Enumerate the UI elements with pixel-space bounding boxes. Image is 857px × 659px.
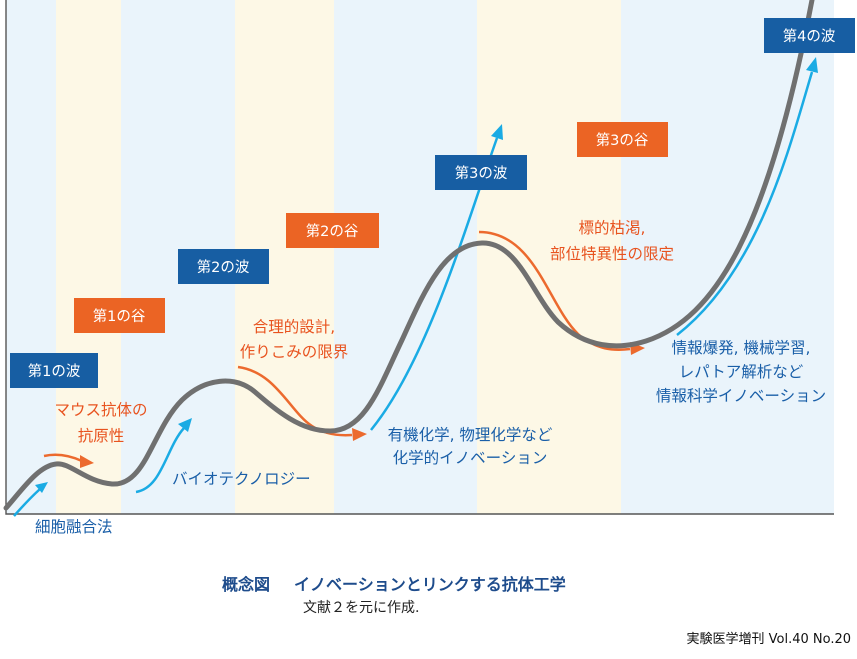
label-box-wave2-text: 第2の波 (197, 258, 250, 276)
band-wave1 (6, 0, 56, 514)
label-box-wave3: 第3の波 (435, 155, 527, 190)
innovation-curve (3, 0, 815, 511)
label-box-valley3: 第3の谷 (577, 122, 668, 157)
axis-frame (5, 0, 834, 515)
arrow-wave2-head (178, 418, 192, 432)
band-wave4 (621, 0, 834, 514)
arrow-wave2 (135, 427, 185, 494)
label-rational-line2: 作りこみの限界 (240, 343, 349, 361)
label-info-line2: レパトア解析など (679, 363, 804, 381)
label-box-valley2-text: 第2の谷 (306, 222, 359, 240)
label-info-line1: 情報爆発, 機械学習, (672, 338, 811, 357)
caption-title: 概念図 イノベーションとリンクする抗体工学 (222, 571, 566, 595)
label-target-line2: 部位特異性の限定 (550, 245, 674, 263)
label-mouse-line2: 抗原性 (78, 427, 125, 445)
arrow-valley2-head (352, 428, 367, 441)
caption-title-text: イノベーションとリンクする抗体工学 (294, 575, 566, 594)
band-valley3 (477, 0, 621, 514)
label-box-wave1: 第1の波 (10, 353, 98, 388)
label-box-wave3-text: 第3の波 (455, 164, 508, 182)
arrow-wave1 (13, 488, 41, 517)
arrow-valley1-head (80, 455, 94, 468)
label-box-wave2: 第2の波 (178, 249, 269, 284)
arrow-wave1-head (35, 482, 48, 493)
label-box-wave4-text: 第4の波 (783, 27, 836, 45)
band-valley1 (56, 0, 121, 514)
arrow-wave4-head (806, 57, 818, 73)
label-organic-line1: 有機化学, 物理化学など (388, 426, 553, 444)
label-mouse-line1: マウス抗体の (54, 401, 147, 419)
label-box-valley2: 第2の谷 (286, 213, 379, 248)
arrow-valley1 (43, 453, 83, 463)
label-box-wave1-text: 第1の波 (28, 362, 81, 380)
caption-subtitle: 文献２を元に作成. (303, 600, 420, 616)
label-box-valley1-text: 第1の谷 (93, 307, 146, 325)
arrow-valley3 (478, 230, 631, 351)
arrow-wave4 (676, 71, 814, 336)
label-organic-line2: 化学的イノベーション (393, 449, 548, 467)
label-box-wave4: 第4の波 (764, 18, 855, 53)
arrow-wave3-head (491, 124, 503, 140)
valley-arrows (43, 230, 645, 468)
label-cell-fusion: 細胞融合法 (35, 518, 113, 536)
label-box-valley1: 第1の谷 (74, 298, 165, 333)
label-target-line1: 標的枯渇, (579, 219, 646, 237)
label-info-line3: 情報科学イノベーション (656, 387, 826, 405)
label-rational-line1: 合理的設計, (253, 318, 335, 336)
label-box-valley3-text: 第3の谷 (596, 131, 649, 149)
source-citation: 実験医学増刊 Vol.40 No.20 (686, 632, 851, 647)
arrow-valley2 (237, 365, 353, 437)
label-biotech: バイオテクノロジー (172, 470, 311, 488)
background-bands (6, 0, 834, 514)
caption-title-prefix: 概念図 (222, 575, 271, 594)
innovation-wave-diagram: 第1の波 第1の谷 第2の波 第2の谷 第3の波 第3の谷 第4の波 細胞融合法… (3, 0, 855, 536)
